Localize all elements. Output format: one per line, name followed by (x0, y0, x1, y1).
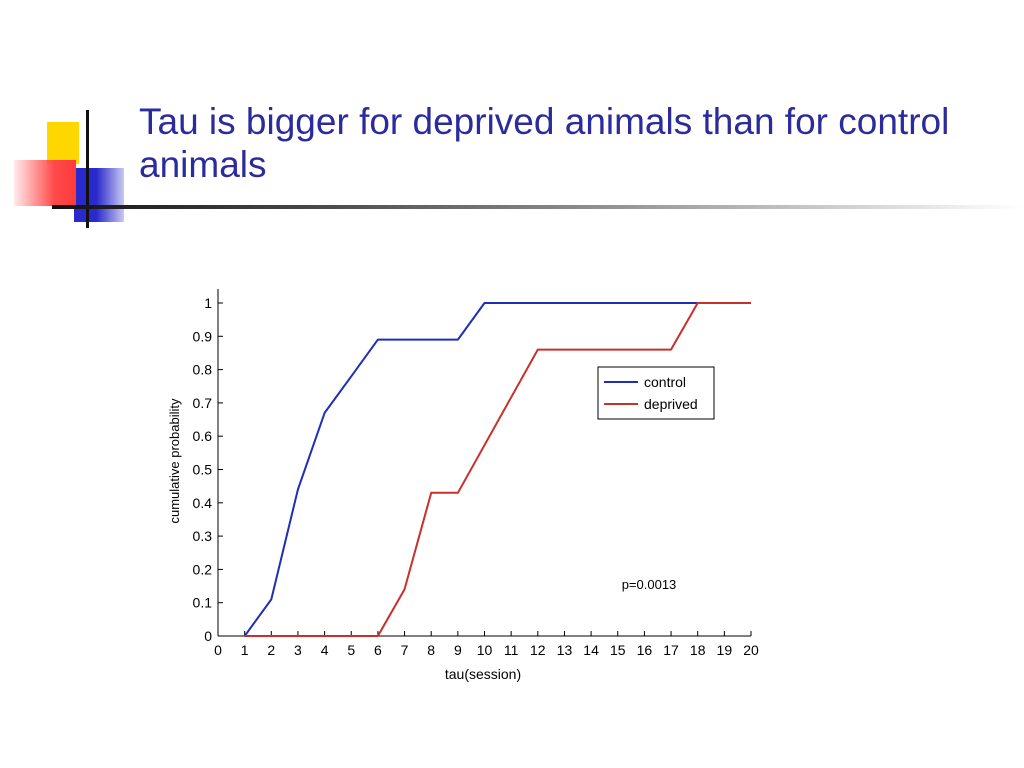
legend: control deprived (597, 366, 715, 420)
y-tick-label: 0 (204, 628, 212, 644)
x-tick-label: 0 (214, 642, 222, 658)
slide-title: Tau is bigger for deprived animals than … (139, 101, 950, 185)
x-tick-label: 17 (663, 642, 679, 658)
series-line-control (243, 302, 698, 637)
x-axis-label: tau(session) (445, 666, 521, 682)
x-tick-label: 6 (374, 642, 382, 658)
legend-box (597, 366, 715, 420)
legend-label-control: control (644, 374, 686, 390)
y-tick-label: 0.9 (193, 328, 213, 344)
yellow-accent-square (47, 122, 79, 164)
x-tick-label: 7 (401, 642, 409, 658)
x-tick-label: 9 (454, 642, 462, 658)
y-tick-label: 0.1 (193, 595, 213, 611)
y-tick-labels: 0 0.1 0.2 0.3 0.4 0.5 0.6 0.7 0.8 0.9 1 (193, 295, 213, 644)
y-tick-label: 0.2 (193, 561, 213, 577)
title-underline-rule (52, 205, 1024, 209)
y-tick-label: 0.5 (193, 462, 213, 478)
series-lines (243, 302, 751, 637)
blue-accent-square (74, 168, 124, 222)
x-tick-label: 3 (294, 642, 302, 658)
y-tick-label: 0.3 (193, 528, 213, 544)
x-tick-label: 15 (610, 642, 626, 658)
legend-label-deprived: deprived (644, 396, 698, 412)
x-tick-label: 16 (637, 642, 653, 658)
p-value-annotation: p=0.0013 (622, 577, 677, 592)
x-tick-label: 12 (530, 642, 546, 658)
y-tick-label: 0.7 (193, 395, 213, 411)
x-tick-label: 19 (717, 642, 733, 658)
x-tick-labels: 0 1 2 3 4 5 6 7 8 9 10 11 12 13 14 15 16 17 18 19 20 (214, 642, 759, 658)
y-tick-label: 1 (204, 295, 212, 311)
x-tick-label: 20 (743, 642, 759, 658)
x-tick-label: 4 (321, 642, 329, 658)
x-tick-label: 8 (427, 642, 435, 658)
cumulative-probability-chart: 0 1 2 3 4 5 6 7 8 9 10 11 12 13 14 15 16 17 18 19 20 00.10.2… (167, 289, 759, 682)
x-tick-label: 13 (557, 642, 573, 658)
x-tick-label: 14 (583, 642, 599, 658)
x-tick-label: 2 (267, 642, 275, 658)
red-accent-square (14, 160, 76, 206)
x-tick-label: 18 (690, 642, 706, 658)
x-tick-label: 1 (241, 642, 249, 658)
x-tick-label: 10 (477, 642, 493, 658)
y-tick-label: 0.4 (193, 495, 213, 511)
y-tick-label: 0.6 (193, 428, 213, 444)
series-line-deprived (244, 302, 751, 637)
x-tick-label: 11 (504, 642, 519, 658)
y-tick-label: 0.8 (193, 362, 213, 378)
accent-vertical-line (86, 110, 89, 228)
y-axis-label: cumulative probability (167, 398, 182, 524)
x-tick-label: 5 (347, 642, 355, 658)
